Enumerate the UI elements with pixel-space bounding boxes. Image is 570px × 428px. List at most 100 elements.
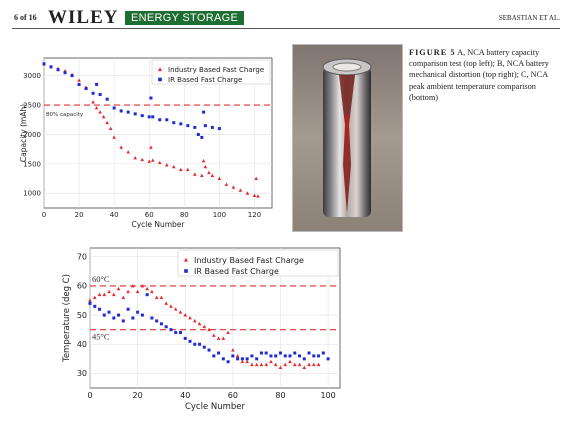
- y-axis-label: Capacity (mAh): [19, 104, 28, 162]
- data-point-ir: [147, 115, 151, 119]
- data-point-industry: [254, 362, 259, 367]
- data-point-industry: [200, 173, 204, 178]
- data-point-ir: [264, 351, 268, 355]
- data-point-ir: [174, 331, 178, 335]
- data-point-industry: [98, 110, 102, 114]
- x-axis-label: Cycle Number: [185, 402, 246, 412]
- data-point-industry: [107, 289, 111, 294]
- data-point-ir: [307, 351, 311, 355]
- data-point-ir: [136, 310, 140, 314]
- data-point-industry: [178, 310, 183, 314]
- data-point-industry: [112, 135, 116, 139]
- y-tick-label: 30: [77, 369, 87, 378]
- data-point-ir: [172, 121, 176, 125]
- data-point-industry: [147, 159, 152, 163]
- data-point-ir: [226, 360, 230, 364]
- data-point-industry: [171, 164, 176, 169]
- y-tick-label: 60: [77, 282, 87, 291]
- data-point-ir: [321, 351, 325, 355]
- publisher-logo: WILEY: [48, 7, 119, 28]
- data-point-ir: [250, 354, 254, 358]
- page-number: 6 of 16: [14, 13, 37, 22]
- data-point-ir: [283, 354, 287, 358]
- data-point-industry: [269, 359, 273, 364]
- data-point-ir: [231, 354, 235, 358]
- y-tick-label: 3000: [23, 72, 41, 80]
- x-tick-label: 80: [275, 391, 285, 400]
- data-point-ir: [240, 357, 244, 361]
- data-point-industry: [202, 324, 207, 329]
- data-point-industry: [245, 191, 250, 195]
- data-point-industry: [283, 362, 288, 367]
- data-point-ir: [42, 62, 46, 66]
- data-point-industry: [245, 359, 249, 364]
- data-point-industry: [77, 78, 81, 82]
- x-tick-label: 40: [110, 211, 119, 219]
- x-tick-label: 0: [87, 391, 92, 400]
- data-point-ir: [169, 328, 173, 332]
- data-point-industry: [173, 307, 178, 311]
- data-point-industry: [179, 167, 183, 172]
- data-point-industry: [97, 292, 102, 297]
- data-point-ir: [140, 114, 144, 118]
- data-point-ir: [77, 82, 81, 86]
- data-point-ir: [63, 71, 67, 75]
- data-point-ir: [70, 74, 74, 78]
- data-point-industry: [192, 318, 197, 323]
- data-point-industry: [169, 304, 173, 308]
- data-point-industry: [288, 359, 292, 364]
- y-tick-label: 2000: [23, 131, 41, 139]
- data-point-ir: [196, 132, 200, 136]
- data-point-industry: [101, 114, 106, 119]
- x-tick-label: 20: [133, 391, 143, 400]
- data-point-industry: [212, 333, 216, 337]
- data-point-ir: [259, 351, 263, 355]
- battery-photo: [292, 44, 403, 232]
- data-point-ir: [164, 325, 168, 329]
- data-point-industry: [307, 362, 311, 367]
- data-point-industry: [207, 327, 211, 332]
- data-point-ir: [121, 319, 125, 323]
- data-point-industry: [250, 362, 254, 367]
- data-point-ir: [98, 307, 102, 311]
- data-point-ir: [119, 109, 123, 113]
- data-point-ir: [49, 65, 53, 69]
- legend-label: Industry Based Fast Charge: [194, 256, 304, 265]
- x-tick-label: 0: [42, 211, 46, 219]
- data-point-industry: [238, 188, 243, 192]
- data-point-industry: [126, 150, 130, 154]
- data-point-ir: [178, 331, 182, 335]
- x-tick-label: 40: [180, 391, 190, 400]
- data-point-ir: [91, 91, 95, 95]
- data-point-industry: [188, 316, 192, 320]
- data-point-ir: [207, 348, 211, 352]
- data-point-industry: [164, 301, 168, 305]
- data-point-industry: [91, 100, 95, 104]
- data-point-industry: [302, 365, 307, 369]
- x-tick-label: 20: [75, 211, 84, 219]
- threshold-label: 60°C: [92, 274, 110, 284]
- data-point-ir: [236, 357, 240, 361]
- data-point-ir: [203, 124, 207, 128]
- y-tick-label: 1500: [23, 160, 41, 168]
- data-point-ir: [288, 354, 292, 358]
- x-axis-label: Cycle Number: [131, 220, 185, 229]
- legend-label: IR Based Fast Charge: [194, 267, 279, 276]
- data-point-industry: [252, 193, 257, 198]
- data-point-ir: [200, 135, 204, 139]
- data-point-ir: [202, 110, 206, 114]
- legend-marker-industry: [158, 67, 162, 72]
- data-point-ir: [93, 304, 97, 308]
- data-point-industry: [112, 292, 116, 297]
- data-point-ir: [210, 125, 214, 129]
- data-point-ir: [107, 310, 111, 314]
- data-point-ir: [293, 351, 297, 355]
- data-point-industry: [273, 362, 278, 367]
- data-point-ir: [193, 342, 197, 346]
- data-point-industry: [231, 185, 236, 189]
- data-point-industry: [150, 158, 155, 162]
- data-point-industry: [135, 289, 140, 294]
- data-point-ir: [302, 357, 306, 361]
- data-point-ir: [221, 357, 225, 361]
- data-point-industry: [149, 145, 153, 149]
